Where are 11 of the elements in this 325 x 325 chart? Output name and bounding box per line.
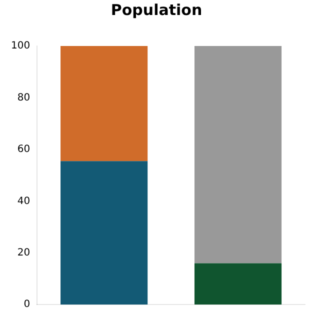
y-tick-label: 60 <box>17 144 30 156</box>
bar <box>60 161 148 305</box>
bar <box>60 46 148 162</box>
y-tick-label: 40 <box>17 196 30 207</box>
y-tick-label: 100 <box>10 40 30 52</box>
chart-title: Population <box>110 0 202 19</box>
y-tick-label: 0 <box>24 299 30 310</box>
bar <box>194 263 282 305</box>
bar <box>194 46 282 264</box>
y-tick-label: 80 <box>17 92 30 104</box>
y-tick-label: 20 <box>17 247 30 258</box>
